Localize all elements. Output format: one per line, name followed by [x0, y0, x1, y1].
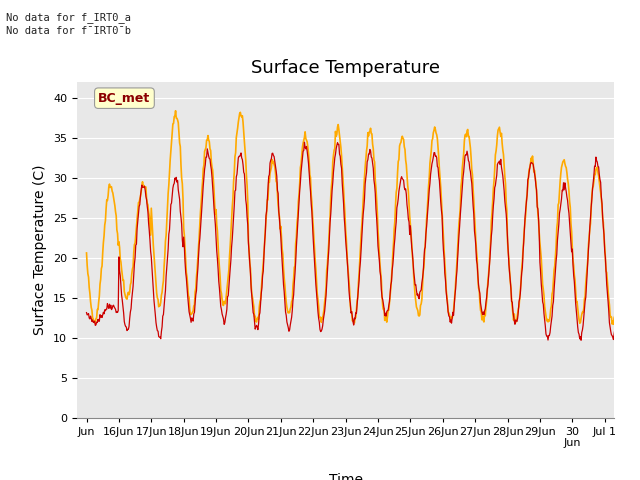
Text: No data for f_IRT0_a: No data for f_IRT0_a: [6, 12, 131, 23]
X-axis label: Time: Time: [328, 473, 363, 480]
Text: No data for f¯IRT0¯b: No data for f¯IRT0¯b: [6, 26, 131, 36]
Title: Surface Temperature: Surface Temperature: [251, 59, 440, 77]
Y-axis label: Surface Temperature (C): Surface Temperature (C): [33, 164, 47, 335]
Text: BC_met: BC_met: [99, 92, 150, 105]
